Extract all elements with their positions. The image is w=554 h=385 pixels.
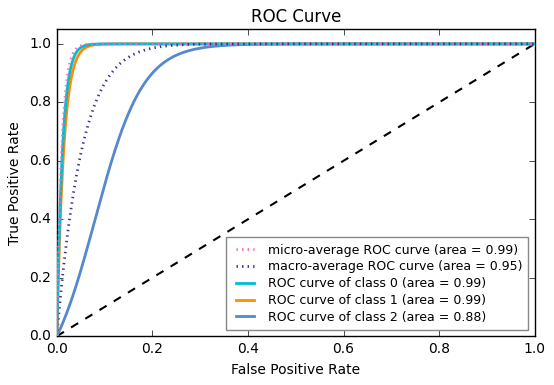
macro-average ROC curve (area = 0.95) [426, 42, 433, 46]
micro-average ROC curve (area = 0.99) [382, 42, 389, 46]
ROC curve of class 1 (area = 0.99) [531, 42, 538, 46]
X-axis label: False Positive Rate: False Positive Rate [231, 363, 360, 377]
micro-average ROC curve (area = 0.99) [531, 42, 538, 46]
ROC curve of class 1 (area = 0.99) [102, 42, 109, 46]
Line: ROC curve of class 0 (area = 0.99): ROC curve of class 0 (area = 0.99) [57, 44, 535, 336]
micro-average ROC curve (area = 0.99) [435, 42, 442, 46]
ROC curve of class 1 (area = 0.99) [252, 42, 258, 46]
micro-average ROC curve (area = 0.99) [54, 334, 60, 338]
ROC curve of class 1 (area = 0.99) [382, 42, 389, 46]
macro-average ROC curve (area = 0.95) [54, 334, 60, 338]
Title: ROC Curve: ROC Curve [250, 8, 341, 26]
Line: micro-average ROC curve (area = 0.99): micro-average ROC curve (area = 0.99) [57, 44, 535, 336]
macro-average ROC curve (area = 0.95) [264, 42, 270, 46]
macro-average ROC curve (area = 0.95) [102, 79, 109, 84]
Line: ROC curve of class 2 (area = 0.88): ROC curve of class 2 (area = 0.88) [57, 44, 535, 336]
macro-average ROC curve (area = 0.95) [531, 42, 538, 46]
macro-average ROC curve (area = 0.95) [382, 42, 388, 46]
macro-average ROC curve (area = 0.95) [465, 42, 471, 46]
Legend: micro-average ROC curve (area = 0.99), macro-average ROC curve (area = 0.95), RO: micro-average ROC curve (area = 0.99), m… [227, 238, 529, 330]
ROC curve of class 1 (area = 0.99) [247, 42, 253, 46]
Line: ROC curve of class 1 (area = 0.99): ROC curve of class 1 (area = 0.99) [57, 44, 535, 336]
micro-average ROC curve (area = 0.99) [204, 42, 211, 46]
macro-average ROC curve (area = 0.95) [435, 42, 442, 46]
ROC curve of class 2 (area = 0.88) [264, 42, 270, 47]
ROC curve of class 2 (area = 0.88) [435, 42, 442, 46]
ROC curve of class 2 (area = 0.88) [102, 179, 109, 184]
ROC curve of class 2 (area = 0.88) [531, 42, 538, 46]
ROC curve of class 2 (area = 0.88) [54, 334, 60, 338]
macro-average ROC curve (area = 0.95) [247, 42, 253, 46]
ROC curve of class 0 (area = 0.99) [54, 334, 60, 338]
ROC curve of class 2 (area = 0.88) [247, 42, 253, 47]
micro-average ROC curve (area = 0.99) [247, 42, 254, 46]
Line: macro-average ROC curve (area = 0.95): macro-average ROC curve (area = 0.95) [57, 44, 535, 336]
micro-average ROC curve (area = 0.99) [102, 42, 109, 46]
micro-average ROC curve (area = 0.99) [427, 42, 433, 46]
ROC curve of class 0 (area = 0.99) [435, 42, 442, 46]
ROC curve of class 1 (area = 0.99) [435, 42, 442, 46]
ROC curve of class 1 (area = 0.99) [54, 334, 60, 338]
ROC curve of class 0 (area = 0.99) [427, 42, 433, 46]
ROC curve of class 0 (area = 0.99) [102, 42, 109, 46]
micro-average ROC curve (area = 0.99) [264, 42, 271, 46]
ROC curve of class 1 (area = 0.99) [427, 42, 433, 46]
ROC curve of class 0 (area = 0.99) [224, 42, 230, 46]
ROC curve of class 1 (area = 0.99) [264, 42, 271, 46]
Y-axis label: True Positive Rate: True Positive Rate [8, 121, 22, 244]
ROC curve of class 0 (area = 0.99) [247, 42, 254, 46]
ROC curve of class 2 (area = 0.88) [426, 42, 433, 46]
ROC curve of class 0 (area = 0.99) [531, 42, 538, 46]
ROC curve of class 0 (area = 0.99) [264, 42, 271, 46]
ROC curve of class 0 (area = 0.99) [382, 42, 389, 46]
ROC curve of class 2 (area = 0.88) [382, 42, 388, 46]
